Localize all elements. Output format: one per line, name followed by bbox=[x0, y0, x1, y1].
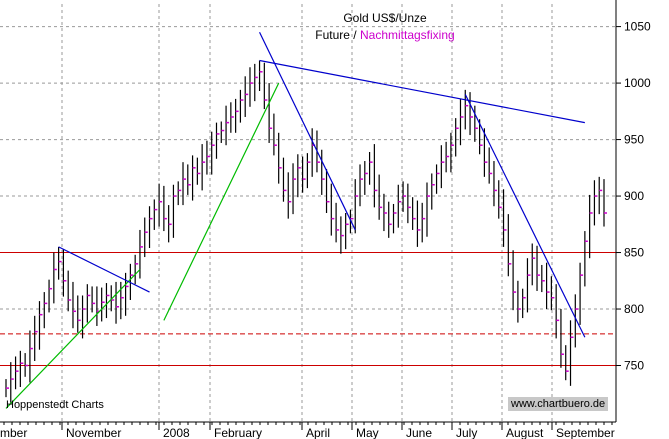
x-tick-label: mber bbox=[0, 426, 27, 439]
y-tick-label: 850 bbox=[624, 246, 644, 260]
x-tick-label: April bbox=[306, 426, 330, 439]
y-tick-label: 1050 bbox=[624, 20, 651, 34]
y-tick-label: 750 bbox=[624, 359, 644, 373]
y-tick-label: 900 bbox=[624, 189, 644, 203]
x-tick-label: November bbox=[66, 426, 121, 439]
subtitle-prefix: Future / bbox=[315, 28, 357, 42]
x-tick-label: June bbox=[406, 426, 432, 439]
trend-lines bbox=[5, 31, 586, 409]
trend-line-downtrend-feb bbox=[259, 31, 356, 231]
trend-line-downtrend-jul bbox=[464, 94, 586, 338]
trend-line-downtrend-nov bbox=[58, 246, 150, 293]
chart-subtitle: Future / Nachmittagsfixing bbox=[300, 27, 470, 44]
y-tick-label: 950 bbox=[624, 133, 644, 147]
trend-line-resistance bbox=[259, 59, 585, 124]
chart-title: Gold US$/Unze bbox=[343, 11, 427, 25]
x-tick-label: February bbox=[214, 426, 262, 439]
y-tick-label: 1000 bbox=[624, 76, 651, 90]
x-tick-label: May bbox=[356, 426, 379, 439]
x-tick-label: 2008 bbox=[163, 426, 190, 439]
chart-credit: Hoppenstedt Charts bbox=[6, 399, 104, 411]
subtitle-highlight: Nachmittagsfixing bbox=[359, 28, 455, 42]
trend-line-uptrend-1 bbox=[5, 269, 141, 409]
x-tick-label: July bbox=[456, 426, 477, 439]
chart-title-box: Gold US$/Unze Future / Nachmittagsfixing bbox=[300, 10, 470, 44]
x-tick-label: August bbox=[506, 426, 544, 439]
source-url: www.chartbuero.de bbox=[508, 397, 609, 411]
axes: 750 800 850 900 950 1000 1050 mber November 2008 F… bbox=[0, 0, 651, 439]
price-bars bbox=[5, 60, 607, 403]
y-tick-label: 800 bbox=[624, 302, 644, 316]
trend-line-uptrend-2 bbox=[163, 82, 280, 321]
grid-lines bbox=[0, 4, 616, 422]
x-tick-label: September bbox=[556, 426, 615, 439]
